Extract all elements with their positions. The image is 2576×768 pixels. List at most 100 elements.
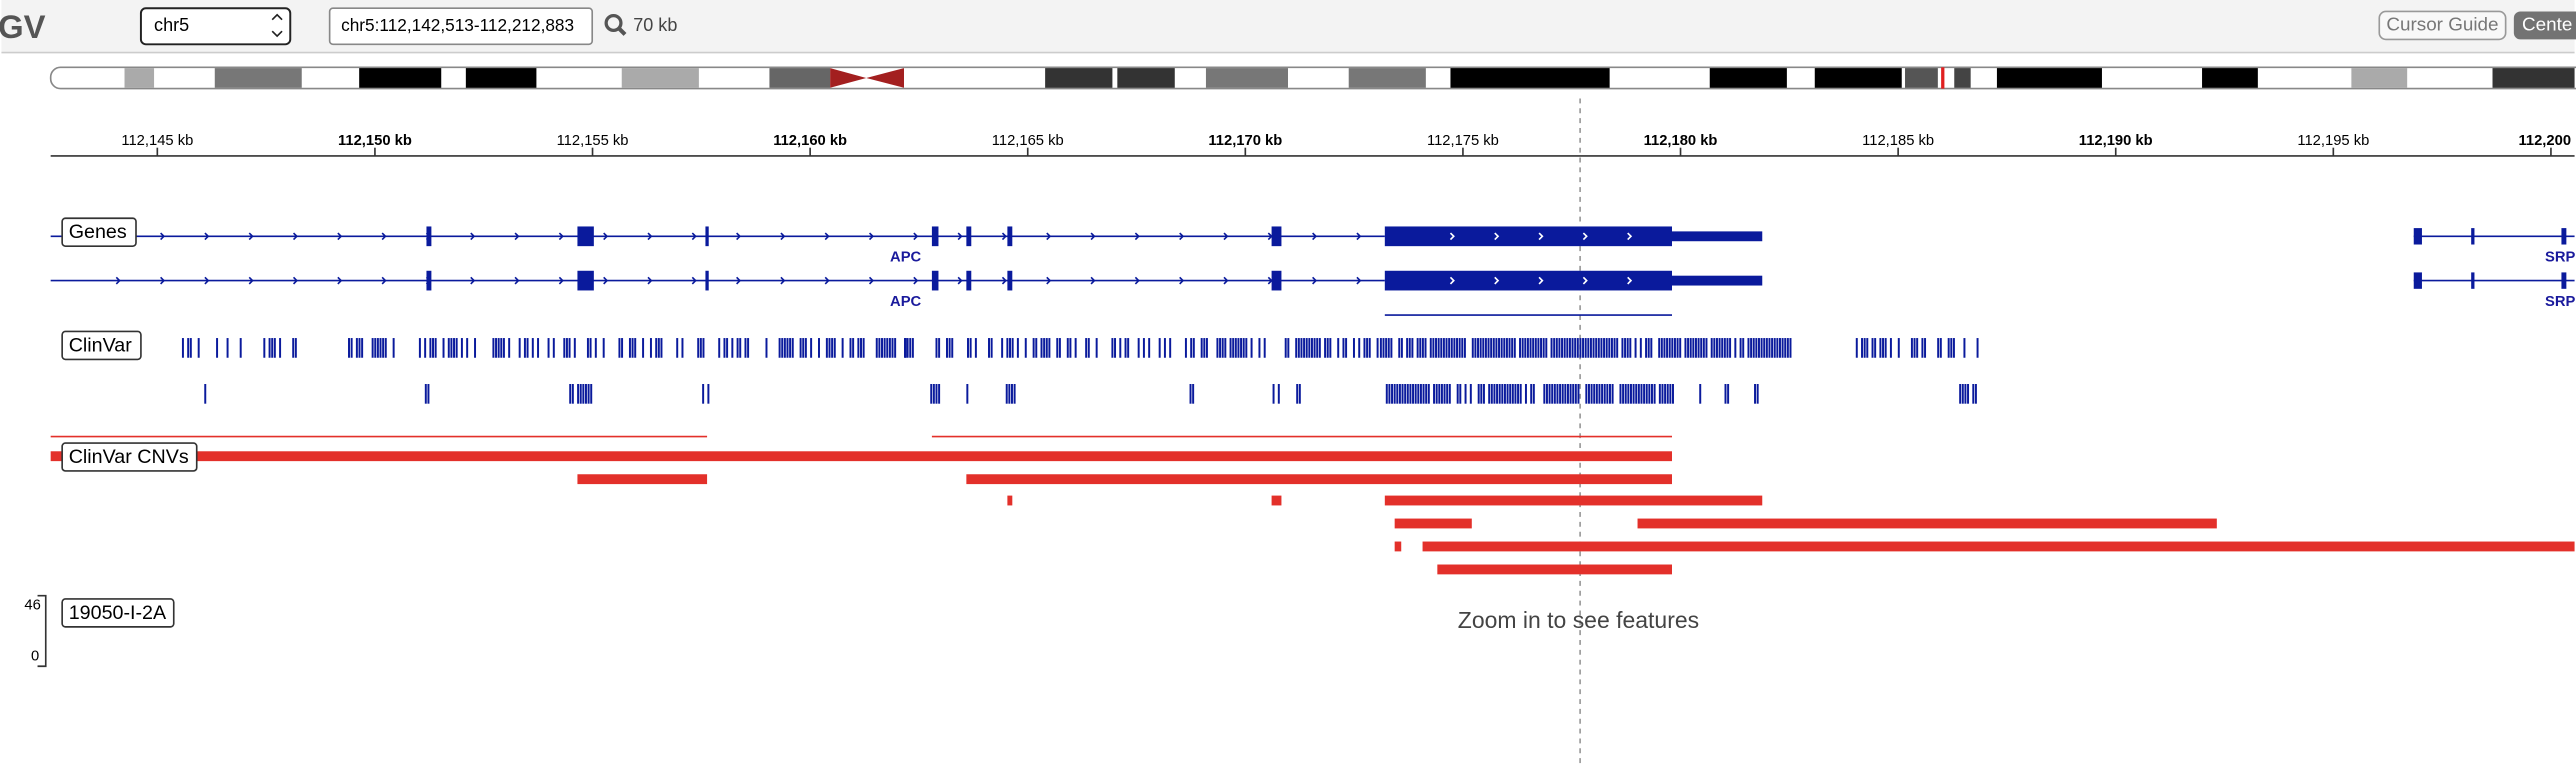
variant xyxy=(1443,384,1446,404)
variant xyxy=(1669,384,1672,404)
variant xyxy=(502,338,505,358)
variant xyxy=(860,338,862,358)
variant xyxy=(736,338,739,358)
variant xyxy=(1137,338,1140,358)
variant xyxy=(1492,338,1495,358)
search-icon[interactable] xyxy=(604,13,623,32)
variant xyxy=(681,338,684,358)
exon xyxy=(931,226,939,247)
variant xyxy=(1487,338,1490,358)
variant xyxy=(1056,338,1059,358)
ruler-label: 112,185 kb xyxy=(1862,133,1934,149)
variant xyxy=(1939,338,1942,358)
variant xyxy=(382,338,385,358)
locus-input[interactable] xyxy=(328,7,594,46)
variant xyxy=(1416,338,1419,358)
variant xyxy=(418,338,421,358)
variant xyxy=(552,338,555,358)
data-range-min: 0 xyxy=(31,648,39,664)
variant xyxy=(1773,338,1776,358)
variant xyxy=(187,338,190,358)
variant xyxy=(825,338,828,358)
variant xyxy=(1419,384,1422,404)
variant xyxy=(1461,338,1464,358)
variant xyxy=(1603,384,1606,404)
variant xyxy=(1408,338,1411,358)
variant xyxy=(1503,384,1506,404)
variant xyxy=(1635,384,1638,404)
variant xyxy=(1400,338,1403,358)
gene-label: APC xyxy=(890,250,921,266)
variant xyxy=(1592,338,1595,358)
variant xyxy=(379,338,382,358)
variant xyxy=(1296,384,1299,404)
variant xyxy=(1921,338,1924,358)
variant xyxy=(1666,338,1669,358)
cursor-guide-label: Cursor Guide xyxy=(2386,13,2498,34)
variant xyxy=(1368,338,1371,358)
variant xyxy=(1326,338,1329,358)
variant xyxy=(948,338,951,358)
strand-arrow xyxy=(1356,232,1362,241)
variant xyxy=(434,338,437,358)
ideogram xyxy=(49,66,2576,90)
variant xyxy=(1414,384,1417,404)
variant xyxy=(1603,338,1606,358)
variant xyxy=(1496,384,1499,404)
variant xyxy=(1446,384,1449,404)
strand-arrow xyxy=(1046,276,1052,285)
center-line-button[interactable] xyxy=(2513,11,2576,40)
variant xyxy=(1622,384,1625,404)
variant xyxy=(974,338,977,358)
strand-arrow xyxy=(514,232,520,241)
exon xyxy=(1007,270,1013,291)
variant xyxy=(1566,384,1569,404)
variant xyxy=(1626,338,1629,358)
variant xyxy=(747,338,750,358)
variant xyxy=(857,338,860,358)
cytoband xyxy=(1905,68,1938,88)
variant xyxy=(1632,384,1635,404)
variant xyxy=(1240,338,1243,358)
variant xyxy=(358,338,361,358)
chromosome-select[interactable] xyxy=(139,7,292,46)
variant xyxy=(1189,384,1192,404)
variant xyxy=(718,338,721,358)
variant xyxy=(804,338,807,358)
variant xyxy=(226,338,229,358)
variant xyxy=(1863,338,1866,358)
variant xyxy=(1519,384,1522,404)
variant xyxy=(1650,384,1653,404)
variant xyxy=(348,338,350,358)
variant xyxy=(568,338,571,358)
variant xyxy=(1024,338,1027,358)
variant xyxy=(1511,338,1514,358)
exon xyxy=(2413,272,2422,289)
variant xyxy=(946,338,948,358)
variant xyxy=(1482,338,1485,358)
variant xyxy=(886,338,889,358)
variant xyxy=(1684,338,1687,358)
cursor-guide-button[interactable] xyxy=(2378,10,2507,41)
variant xyxy=(1484,338,1487,358)
variant xyxy=(1566,338,1569,358)
variant xyxy=(1250,338,1253,358)
variant xyxy=(1734,338,1737,358)
variant xyxy=(1119,338,1122,358)
variant xyxy=(204,384,207,404)
variant xyxy=(508,338,511,358)
variant xyxy=(1506,384,1509,404)
variant xyxy=(1910,338,1913,358)
variant xyxy=(1224,338,1227,358)
variant xyxy=(1221,338,1224,358)
variant xyxy=(1639,338,1642,358)
variant xyxy=(1866,338,1869,358)
variant xyxy=(990,338,993,358)
variant xyxy=(935,384,938,404)
variant xyxy=(1511,384,1514,404)
variant xyxy=(1242,338,1245,358)
strand-arrow xyxy=(824,276,830,285)
variant xyxy=(1668,338,1671,358)
variant xyxy=(1388,384,1391,404)
variant xyxy=(1298,384,1301,404)
